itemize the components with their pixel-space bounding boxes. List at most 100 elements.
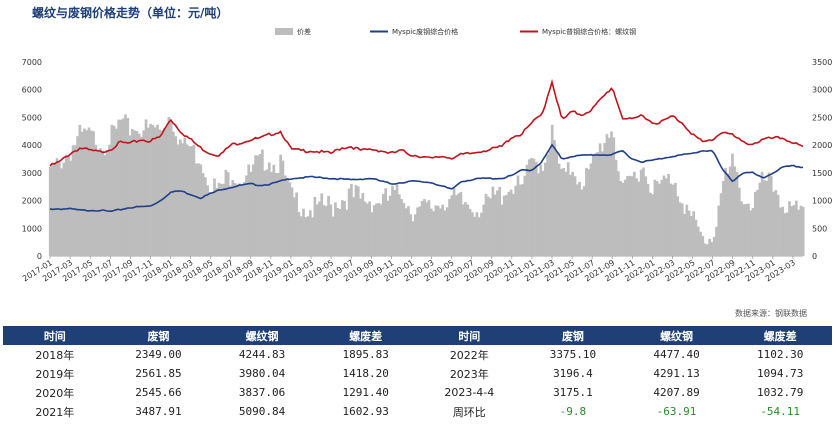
- spread-bar: [137, 133, 141, 256]
- spread-bar: [80, 131, 84, 256]
- spread-bar: [628, 175, 632, 256]
- spread-bar: [493, 194, 497, 256]
- spread-bar: [660, 179, 664, 256]
- spread-bar: [731, 153, 734, 256]
- legend: 价差 Myspic废钢综合价格 Myspic普钢综合价格：螺纹钢: [275, 27, 636, 36]
- spread-bar: [614, 159, 618, 256]
- spread-bar: [404, 208, 408, 256]
- spread-bar: [388, 195, 392, 256]
- spread-bar: [708, 238, 711, 256]
- y-right-tick-label: 2000: [812, 141, 832, 150]
- spread-bar: [671, 184, 675, 256]
- spread-bar: [797, 209, 800, 256]
- y-right-tick-label: 2500: [812, 113, 832, 122]
- spread-bar: [785, 212, 789, 256]
- spread-bar: [142, 130, 146, 256]
- spread-bar: [352, 197, 356, 256]
- spread-bar: [254, 155, 257, 256]
- table-cell: 2349.00: [135, 348, 182, 361]
- spread-bar: [790, 206, 794, 256]
- spread-bar: [162, 128, 166, 256]
- summary-table: 时间 废钢 螺纹钢 螺废差 时间 废钢 螺纹钢 螺废差 2018年 2349.00 4244.83…: [3, 326, 832, 421]
- spread-bar: [473, 216, 476, 256]
- spread-bar: [735, 172, 739, 256]
- spread-bar: [582, 186, 586, 256]
- spread-bar: [441, 204, 445, 256]
- spread-bar: [242, 182, 246, 256]
- spread-bar: [302, 208, 305, 256]
- spread-bar: [753, 191, 757, 256]
- spread-bar: [546, 154, 549, 256]
- spread-bar: [135, 131, 139, 256]
- spread-bar: [491, 186, 495, 256]
- spread-bar: [694, 219, 698, 256]
- spread-bar: [295, 192, 298, 256]
- spread-bar: [557, 163, 561, 256]
- spread-bar: [747, 203, 750, 256]
- spread-bar: [443, 210, 447, 256]
- spread-bar: [683, 213, 686, 256]
- spread-bar: [578, 181, 581, 256]
- spread-bar: [564, 171, 568, 256]
- spread-bar: [580, 189, 584, 256]
- spread-bar: [409, 214, 413, 256]
- table-header-cell: 废钢: [521, 326, 625, 345]
- spread-bar: [343, 201, 346, 256]
- spread-bar: [445, 207, 449, 256]
- spread-bar: [553, 140, 556, 256]
- spread-bar: [224, 169, 228, 256]
- spread-bar: [737, 187, 741, 256]
- spread-bar: [507, 191, 511, 256]
- spread-bar: [715, 226, 718, 256]
- spread-bar: [530, 158, 534, 256]
- spread-bar: [48, 166, 52, 256]
- spread-bar: [594, 153, 597, 256]
- spread-bar: [156, 124, 159, 256]
- spread-bar: [642, 167, 645, 256]
- spread-bar: [674, 182, 677, 256]
- spread-bar: [651, 194, 654, 256]
- spread-bar: [149, 123, 152, 257]
- spread-bar: [550, 124, 554, 256]
- table-cell: 1094.73: [757, 367, 804, 380]
- spread-bar: [213, 178, 216, 256]
- spread-bar: [165, 126, 168, 257]
- spread-bar: [370, 212, 374, 256]
- spread-bar: [664, 178, 668, 256]
- spread-bar: [391, 185, 394, 256]
- spread-bar: [413, 214, 417, 256]
- y-right-tick-label: 3500: [812, 58, 832, 67]
- spread-bar: [318, 201, 321, 256]
- spread-bar: [575, 184, 579, 256]
- spread-bar: [655, 181, 659, 256]
- scrap-price-line: [49, 143, 804, 212]
- spread-bar: [758, 182, 762, 256]
- spread-bar: [703, 243, 707, 256]
- spread-bar: [742, 204, 746, 256]
- spread-bar: [105, 150, 109, 256]
- spread-bar: [505, 194, 508, 256]
- spread-bar: [85, 130, 89, 256]
- legend-label: Myspic普钢综合价格：螺纹钢: [542, 27, 636, 36]
- spread-bar: [534, 162, 538, 256]
- spread-bar: [512, 193, 515, 256]
- spread-bar: [238, 183, 241, 256]
- table-cell: 4244.83: [238, 348, 286, 361]
- spread-bar: [258, 153, 262, 256]
- spread-bar: [94, 144, 98, 256]
- spread-bar: [475, 212, 479, 256]
- spread-bar: [769, 176, 773, 256]
- table-cell: 2023-4-4: [444, 386, 495, 399]
- spread-bar: [601, 151, 604, 256]
- spread-bar: [607, 137, 611, 256]
- spread-bar: [767, 172, 771, 256]
- spread-bar: [126, 117, 130, 256]
- spread-bar: [208, 192, 212, 256]
- spread-bar: [67, 156, 70, 256]
- spread-bar: [569, 174, 572, 256]
- spread-bar: [450, 195, 454, 256]
- spread-bar: [772, 191, 775, 256]
- spread-bar: [669, 183, 673, 256]
- spread-bar: [306, 216, 310, 256]
- spread-bar: [115, 128, 118, 256]
